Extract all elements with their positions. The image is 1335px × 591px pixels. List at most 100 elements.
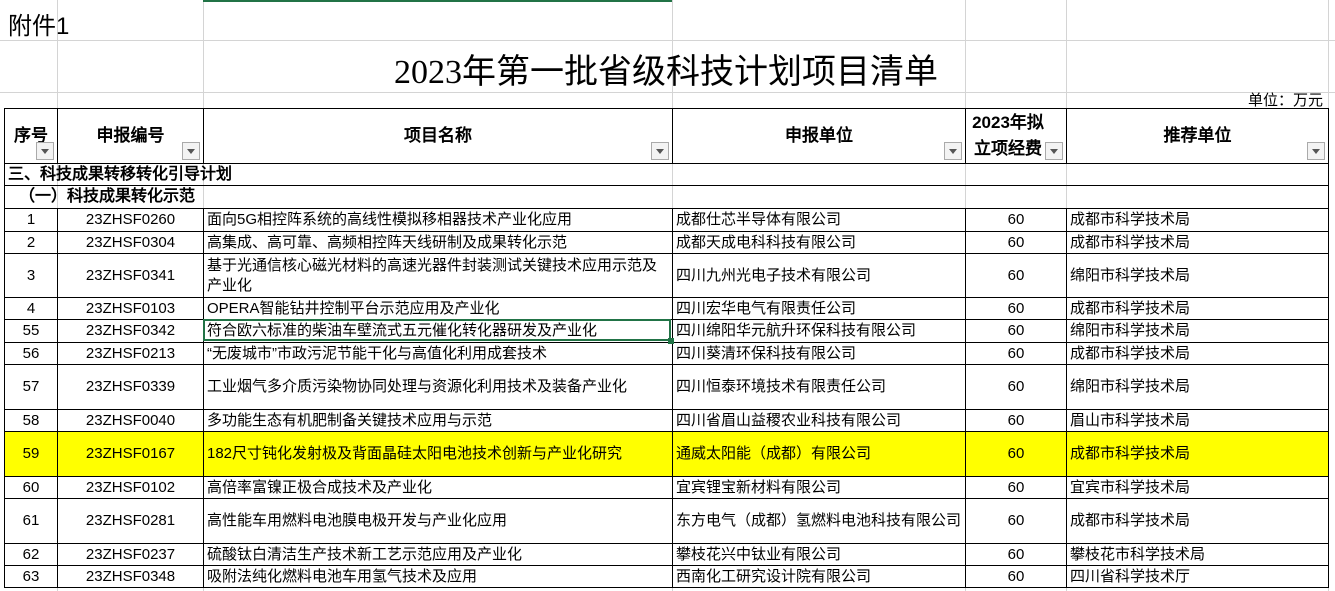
filter-dropdown-icon[interactable] [36,142,54,160]
cell-project-name[interactable]: 吸附法纯化燃料电池车用氢气技术及应用 [203,565,673,588]
gridline [0,92,1335,93]
cell-fund[interactable]: 60 [965,208,1067,232]
cell-project-name[interactable]: 面向5G相控阵系统的高线性模拟移相器技术产业化应用 [203,208,673,232]
cell-applicant[interactable]: 成都天成电科科技有限公司 [672,231,966,254]
cell-code[interactable]: 23ZHSF0281 [57,498,204,544]
cell-code[interactable]: 23ZHSF0342 [57,319,204,343]
cell-no[interactable]: 61 [4,498,58,544]
header-no: 序号 [4,108,58,164]
cell-recommender[interactable]: 成都市科学技术局 [1066,231,1329,254]
cell-recommender[interactable]: 眉山市科学技术局 [1066,409,1329,432]
filter-dropdown-icon[interactable] [1045,142,1063,160]
cell-code[interactable]: 23ZHSF0260 [57,208,204,232]
cell-code[interactable]: 23ZHSF0103 [57,297,204,320]
fill-handle[interactable] [668,338,674,344]
cell-fund[interactable]: 60 [965,543,1067,566]
filter-dropdown-icon[interactable] [651,142,669,160]
cell-fund[interactable]: 60 [965,431,1067,477]
cell-project-name[interactable]: “无废城市”市政污泥节能干化与高值化利用成套技术 [203,342,673,365]
cell-applicant[interactable]: 西南化工研究设计院有限公司 [672,565,966,588]
cell-project-name[interactable]: 高集成、高可靠、高频相控阵天线研制及成果转化示范 [203,231,673,254]
cell-recommender[interactable]: 绵阳市科学技术局 [1066,253,1329,298]
cell-applicant[interactable]: 四川宏华电气有限责任公司 [672,297,966,320]
cell-no[interactable]: 58 [4,409,58,432]
filter-dropdown-icon[interactable] [944,142,962,160]
table-row: 57 23ZHSF0339 工业烟气多介质污染物协同处理与资源化利用技术及装备产业化… [4,364,1329,410]
cell-project-name[interactable]: 多功能生态有机肥制备关键技术应用与示范 [203,409,673,432]
cell-no[interactable]: 60 [4,476,58,499]
cell-no[interactable]: 59 [4,431,58,477]
gridline [0,40,1335,41]
cell-recommender[interactable]: 四川省科学技术厅 [1066,565,1329,588]
cell-code[interactable]: 23ZHSF0339 [57,364,204,410]
cell-no[interactable]: 57 [4,364,58,410]
cell-no[interactable]: 2 [4,231,58,254]
cell-recommender[interactable]: 成都市科学技术局 [1066,208,1329,232]
cell-no[interactable]: 1 [4,208,58,232]
cell-project-name[interactable]: 基于光通信核心磁光材料的高速光器件封装测试关键技术应用示范及产业化 [203,253,673,298]
cell-fund[interactable]: 60 [965,342,1067,365]
cell-recommender[interactable]: 宜宾市科学技术局 [1066,476,1329,499]
table-row: 55 23ZHSF0342 符合欧六标准的柴油车壁流式五元催化转化器研发及产业化 四川… [4,319,1329,343]
attachment-label: 附件1 [8,13,70,40]
cell-applicant[interactable]: 四川绵阳华元航升环保科技有限公司 [672,319,966,343]
cell-code[interactable]: 23ZHSF0237 [57,543,204,566]
cell-applicant[interactable]: 四川省眉山益稷农业科技有限公司 [672,409,966,432]
cell-code[interactable]: 23ZHSF0341 [57,253,204,298]
cell-fund[interactable]: 60 [965,498,1067,544]
cell-fund[interactable]: 60 [965,231,1067,254]
cell-applicant[interactable]: 通威太阳能（成都）有限公司 [672,431,966,477]
cell-fund[interactable]: 60 [965,297,1067,320]
cell-project-name[interactable]: 工业烟气多介质污染物协同处理与资源化利用技术及装备产业化 [203,364,673,410]
cell-project-name[interactable]: 符合欧六标准的柴油车壁流式五元催化转化器研发及产业化 [203,319,673,343]
cell-fund[interactable]: 60 [965,253,1067,298]
cell-fund[interactable]: 60 [965,409,1067,432]
section-title[interactable]: 三、科技成果转移转化引导计划 [4,163,1329,186]
cell-fund[interactable]: 60 [965,364,1067,410]
cell-no[interactable]: 63 [4,565,58,588]
filter-dropdown-icon[interactable] [182,142,200,160]
cell-applicant[interactable]: 四川九州光电子技术有限公司 [672,253,966,298]
cell-project-name[interactable]: OPERA智能钻井控制平台示范应用及产业化 [203,297,673,320]
cell-recommender[interactable]: 成都市科学技术局 [1066,342,1329,365]
cell-code[interactable]: 23ZHSF0167 [57,431,204,477]
table-row: 61 23ZHSF0281 高性能车用燃料电池膜电极开发与产业化应用 东方电气（成都）… [4,498,1329,544]
cell-applicant[interactable]: 四川葵清环保科技有限公司 [672,342,966,365]
cell-fund[interactable]: 60 [965,565,1067,588]
sheet-title: 2023年第一批省级科技计划项目清单 [394,54,938,91]
header-unit: 申报单位 [672,108,966,164]
cell-applicant[interactable]: 宜宾锂宝新材料有限公司 [672,476,966,499]
cell-project-name[interactable]: 高性能车用燃料电池膜电极开发与产业化应用 [203,498,673,544]
cell-recommender[interactable]: 绵阳市科学技术局 [1066,364,1329,410]
cell-no[interactable]: 3 [4,253,58,298]
cell-recommender[interactable]: 绵阳市科学技术局 [1066,319,1329,343]
cell-recommender[interactable]: 成都市科学技术局 [1066,498,1329,544]
cell-code[interactable]: 23ZHSF0213 [57,342,204,365]
cell-code[interactable]: 23ZHSF0304 [57,231,204,254]
cell-fund[interactable]: 60 [965,476,1067,499]
cell-project-name[interactable]: 硫酸钛白清洁生产技术新工艺示范应用及产业化 [203,543,673,566]
subsection-title[interactable]: （一）科技成果转化示范 [4,185,1329,209]
cell-recommender[interactable]: 成都市科学技术局 [1066,297,1329,320]
gridline [1328,0,1329,591]
cell-no[interactable]: 4 [4,297,58,320]
filter-dropdown-icon[interactable] [1307,142,1325,160]
cell-applicant[interactable]: 东方电气（成都）氢燃料电池科技有限公司 [672,498,966,544]
cell-project-name[interactable]: 高倍率富镍正极合成技术及产业化 [203,476,673,499]
cell-applicant[interactable]: 成都仕芯半导体有限公司 [672,208,966,232]
cell-project-name[interactable]: 182尺寸钝化发射极及背面晶硅太阳电池技术创新与产业化研究 [203,431,673,477]
cell-no[interactable]: 55 [4,319,58,343]
cell-code[interactable]: 23ZHSF0102 [57,476,204,499]
cell-code[interactable]: 23ZHSF0040 [57,409,204,432]
cell-no[interactable]: 62 [4,543,58,566]
cell-recommender[interactable]: 成都市科学技术局 [1066,431,1329,477]
cell-applicant[interactable]: 四川恒泰环境技术有限责任公司 [672,364,966,410]
cell-applicant[interactable]: 攀枝花兴中钛业有限公司 [672,543,966,566]
header-row: 序号 申报编号 项目名称 申报单位 2023年拟立项经费 推荐单位 [4,108,1329,164]
table-row: 56 23ZHSF0213 “无废城市”市政污泥节能干化与高值化利用成套技术 四川葵清… [4,342,1329,365]
cell-recommender[interactable]: 攀枝花市科学技术局 [1066,543,1329,566]
cell-fund[interactable]: 60 [965,319,1067,343]
cell-no[interactable]: 56 [4,342,58,365]
project-table: 序号 申报编号 项目名称 申报单位 2023年拟立项经费 推荐单位 三、科技成果… [4,108,1329,588]
cell-code[interactable]: 23ZHSF0348 [57,565,204,588]
